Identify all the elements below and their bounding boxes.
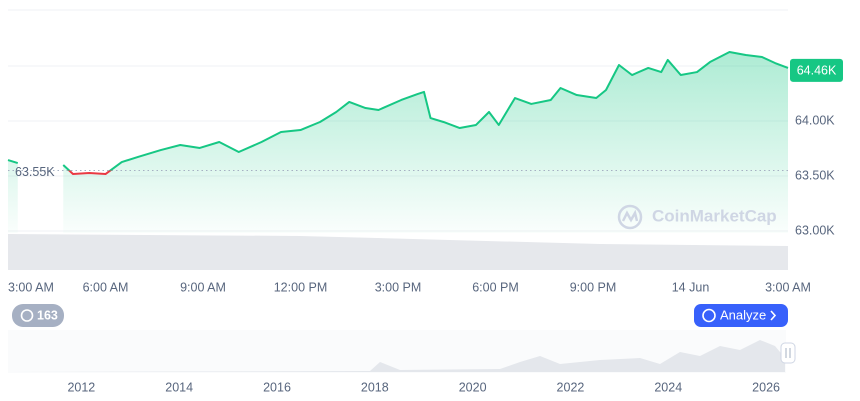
navigator-tick-label: 2014 (165, 380, 193, 394)
navigator-area (8, 340, 785, 372)
navigator-tick-label: 2020 (459, 380, 487, 394)
navigator-tick-label: 2022 (557, 380, 585, 394)
x-tick-label: 3:00 PM (375, 280, 422, 294)
x-tick-label: 3:00 AM (765, 280, 811, 294)
x-tick-label: 6:00 PM (472, 280, 519, 294)
x-tick-label: 9:00 AM (180, 280, 226, 294)
analyze-label: Analyze (720, 307, 766, 322)
price-line (7, 51, 789, 176)
analyze-chevron (770, 310, 777, 321)
history-count: 163 (37, 308, 58, 322)
x-tick-label: 3:00 AM (8, 280, 54, 294)
y-tick-label: 63.50K (795, 168, 835, 182)
x-tick-label: 6:00 AM (83, 280, 129, 294)
current-price-box (790, 58, 843, 82)
x-tick-label: 9:00 PM (570, 280, 617, 294)
navigator-tick-label: 2016 (263, 380, 291, 394)
area (8, 52, 788, 233)
x-tick-label: 12:00 PM (274, 280, 328, 294)
navigator-handle[interactable] (780, 342, 796, 364)
current-price-label: 64.46K (797, 64, 837, 78)
navigator-tick-label: 2026 (752, 380, 780, 394)
watermark-logo (617, 204, 643, 230)
history-icon (20, 309, 34, 322)
y-tick-label: 64.00K (795, 113, 835, 127)
analyze-button[interactable] (694, 304, 788, 327)
x-tick-label: 14 Jun (672, 280, 710, 294)
volume-band (8, 234, 788, 270)
navigator-tick-label: 2012 (67, 380, 95, 394)
navigator-tick-label: 2018 (361, 380, 389, 394)
watermark: CoinMarketCap (652, 206, 777, 225)
analyze-icon (702, 308, 716, 323)
navigator-tick-label: 2024 (654, 380, 682, 394)
baseline-label: 63.55K (15, 165, 55, 179)
y-tick-label: 63.00K (795, 223, 835, 237)
